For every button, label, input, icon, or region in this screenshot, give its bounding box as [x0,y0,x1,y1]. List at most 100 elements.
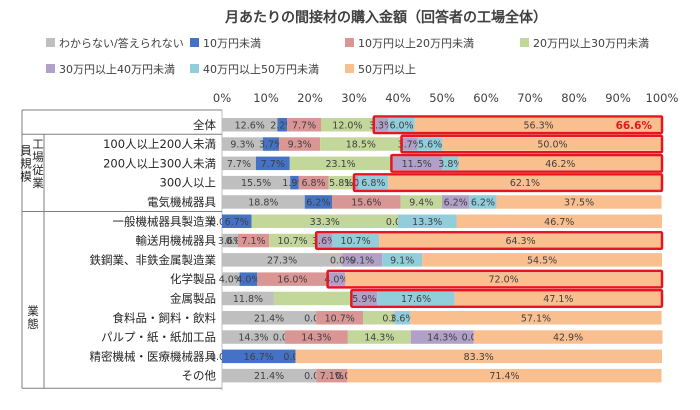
data-label: 18.8% [248,197,278,208]
data-label: 4.0% [324,275,348,286]
bar-segment [342,253,383,267]
bar-segment [400,195,442,209]
data-label: 16.7% [244,352,274,363]
legend-label: 10万円未満 [203,37,261,50]
bar-segment [379,233,662,248]
bar-segment [222,195,305,209]
data-label: 6.8% [361,178,385,189]
category-label: 輸送用機械器具 [136,234,217,248]
bar-segment [442,137,663,151]
bar-segment [222,253,343,267]
data-label: 37.5% [564,197,594,208]
data-label: 3.6% [218,236,242,247]
data-label: 2.2% [270,120,294,131]
data-label: 46.7% [544,217,574,228]
legend-swatch [520,38,529,47]
bar-segment [414,118,663,132]
data-label: 83.3% [464,352,494,363]
category-label: 電気機械器具 [147,195,216,209]
data-label: 71.4% [489,371,519,382]
data-label: 1.9% [282,178,306,189]
data-label: 56.3% [523,120,553,131]
data-label: 9.1% [390,255,414,266]
bar-segment [304,195,332,209]
bar-segment [347,330,411,344]
bar-segment [454,291,662,306]
bar-segment [473,330,663,344]
bar-segment [279,137,321,151]
x-tick-label: 50% [429,91,455,105]
x-tick-label: 90% [605,91,631,105]
data-label: 7.1% [320,371,344,382]
x-tick-label: 0% [213,91,231,105]
data-label: 7.7% [292,120,316,131]
data-label: 42.9% [553,333,583,344]
bar-segment [321,118,374,132]
plot-area: 全体 12.6% 2.2%7.7% 12.0% 3.3%6.0% 56.3% 66.6%10… [21,109,664,391]
bar-segment [222,311,317,325]
bar-segment [222,330,285,344]
data-label: 3.8% [438,159,462,170]
bar-segment [332,195,401,209]
data-label: 46.2% [545,159,575,170]
data-label: 12.0% [332,120,362,131]
x-tick-label: 10% [253,91,279,105]
bar-segment [287,118,321,132]
data-label: 9.3% [230,140,254,151]
highlight-box [400,134,664,154]
category-label: その他 [182,369,217,383]
bar-segment [332,233,380,248]
data-label: 47.1% [543,294,573,305]
group-label-char: 工 [32,137,44,151]
data-label: 9.3% [288,140,312,151]
bar-segment [354,175,359,190]
bar-segment [442,195,470,209]
group-label-char: 員 [20,143,32,157]
group-label-char: 従 [32,163,44,177]
data-label: 6.2% [444,197,468,208]
data-label: 3.7% [398,140,422,151]
bar-segment [422,253,662,267]
legend-swatch [190,64,199,73]
bar-segment [295,349,662,364]
bar-segment [222,175,291,190]
highlight-label: 66.6% [616,120,653,132]
data-label: 6.7% [225,217,249,228]
legend-label: 10万円以上20万円未満 [358,37,474,50]
category-label: 鉄鋼業、非鉄金属製造業 [90,253,217,267]
bar-segment [316,233,332,248]
category-label: 化学製品 [170,272,216,286]
highlight-box [372,115,664,135]
category-label: 全体 [193,118,216,132]
legend-label: わからない/答えられない [59,36,184,50]
data-label: 4.0% [219,275,243,286]
bar-segment [257,272,328,286]
data-label: 23.1% [325,159,355,170]
legend-label: 40万円以上50万円未満 [203,63,319,76]
bar-segment [222,137,263,151]
bar-segment [373,118,389,132]
bar-segment [222,349,296,364]
category-label: 一般機械器具製造業 [113,214,217,228]
x-tick-label: 60% [473,91,499,105]
bar-segment [377,291,455,306]
x-tick-label: 80% [561,91,587,105]
x-axis-ticks: 0% 10% 20% 30% 40% 50% 60% 70% 80% 90% 100% [213,91,679,105]
legend-swatch [46,64,55,73]
bar-segment [251,214,398,228]
bar-segment [394,311,411,325]
data-label: 64.3% [505,236,535,247]
data-label: 5.9% [352,294,376,305]
data-label: 6.2% [471,197,495,208]
data-label: 0.0% [330,255,354,266]
bar-segment [401,137,418,151]
group-label-char: 規 [20,156,32,170]
data-label: 21.4% [254,371,284,382]
bar-segment [222,156,256,171]
data-label: 3.6% [312,236,336,247]
category-label: 300人以上 [160,176,216,190]
data-label: 6.2% [306,197,330,208]
bar-segment [388,175,662,190]
bar-segment [222,272,240,286]
